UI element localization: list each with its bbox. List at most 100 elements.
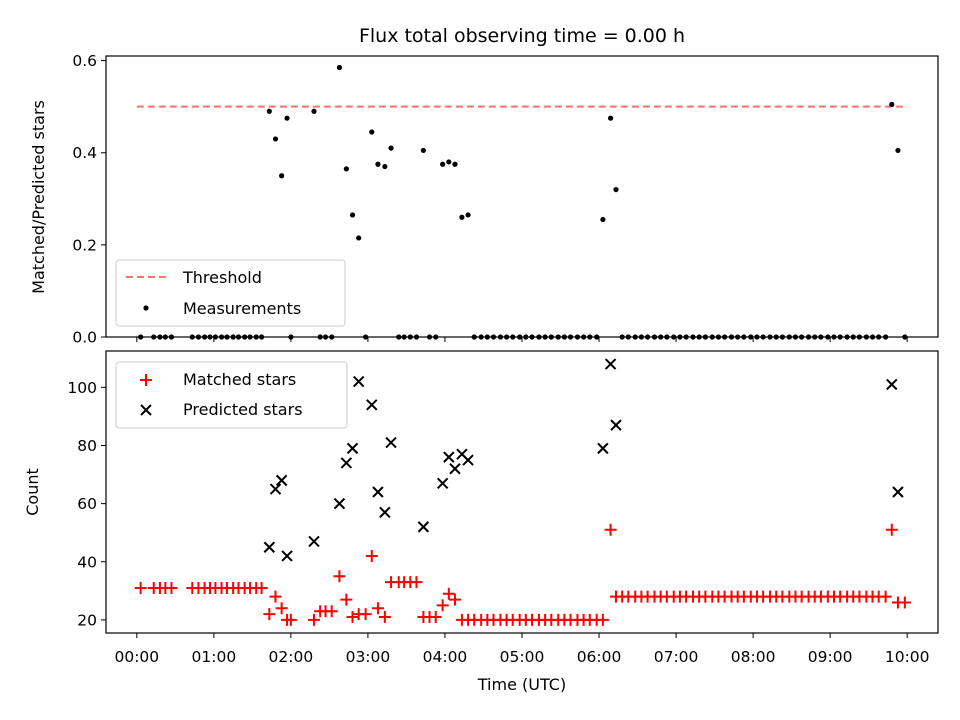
predicted-star-point	[436, 477, 449, 489]
predicted-star-point	[275, 474, 288, 487]
legend-matched-label: Matched stars	[183, 370, 296, 389]
measurement-point	[452, 161, 458, 167]
predicted-star-point	[892, 486, 904, 498]
predicted-star-point	[281, 550, 293, 562]
measurement-point	[336, 64, 343, 71]
matched-star-point	[410, 576, 423, 589]
bottom-x-tick-label: 08:00	[731, 648, 776, 666]
bottom-y-tick-label: 40	[77, 553, 97, 571]
bottom-y-tick-label: 100	[67, 379, 97, 397]
matched-star-point	[325, 605, 338, 618]
measurement-point	[266, 108, 272, 114]
measurement-point	[369, 129, 375, 135]
matched-star-point	[429, 611, 442, 624]
bottom-x-tick-label: 03:00	[346, 648, 391, 666]
measurement-point	[375, 161, 381, 167]
measurement-point	[272, 136, 279, 142]
measurement-point	[349, 212, 356, 218]
matched-star-point	[448, 593, 461, 606]
bottom-y-tick-label: 20	[77, 611, 97, 629]
matched-star-point	[442, 587, 455, 600]
measurement-point	[311, 108, 317, 114]
predicted-star-point	[597, 442, 609, 455]
predicted-star-point	[385, 436, 397, 449]
predicted-star-point	[610, 419, 622, 431]
measurement-point	[600, 216, 606, 223]
predicted-star-point	[308, 535, 320, 548]
measurement-point	[382, 163, 388, 170]
chart-title: Flux total observing time = 0.00 h	[359, 25, 685, 47]
predicted-star-point	[366, 399, 378, 411]
measurement-point	[343, 166, 349, 172]
measurement-point	[279, 173, 285, 179]
matched-star-point	[333, 570, 346, 583]
predicted-star-point	[449, 463, 461, 475]
bottom-y-axis-label: Count	[23, 468, 42, 516]
predicted-star-point	[269, 483, 282, 495]
predicted-star-point	[379, 506, 391, 519]
matched-star-point	[604, 523, 617, 536]
top-y-tick-label: 0.6	[72, 52, 97, 70]
measurement-point	[607, 115, 614, 121]
predicted-star-point	[340, 457, 353, 469]
bottom-x-ticks: 00:00 01:00 02:00 03:00 04:00 05:00 06:00 07:00…	[114, 633, 930, 666]
matched-star-point	[255, 581, 268, 594]
matched-star-point	[898, 596, 911, 609]
bottom-y-tick-label: 80	[77, 437, 97, 455]
bottom-x-tick-label: 09:00	[808, 648, 853, 666]
legend-measurements-label: Measurements	[183, 299, 301, 318]
bottom-legend: Matched stars Predicted stars	[115, 361, 348, 429]
matched-star-point	[359, 608, 372, 621]
matched-star-point	[436, 599, 449, 612]
predicted-star-point	[417, 521, 430, 533]
predicted-star-point	[352, 375, 365, 388]
measurement-point	[388, 145, 394, 151]
bottom-legend-frame	[115, 361, 348, 429]
matched-star-point	[879, 590, 892, 603]
legend-predicted-label: Predicted stars	[183, 400, 303, 419]
top-y-ticks: 0.0 0.2 0.4 0.6	[72, 52, 106, 347]
measurement-point	[895, 147, 901, 154]
bottom-x-tick-label: 04:00	[423, 648, 468, 666]
bottom-y-ticks: 20 40 60 80 100	[67, 379, 106, 629]
predicted-star-point	[372, 486, 384, 498]
matched-star-point	[269, 590, 282, 603]
matched-star-point	[371, 602, 384, 615]
matched-star-point	[284, 613, 297, 626]
legend-measurements-swatch	[143, 305, 149, 311]
measurement-point	[459, 214, 465, 220]
top-y-tick-label: 0.0	[72, 329, 97, 347]
predicted-star-point	[333, 497, 346, 510]
matched-star-point	[365, 549, 378, 562]
bottom-x-tick-label: 10:00	[885, 648, 930, 666]
predicted-star-point	[462, 454, 474, 466]
predicted-star-point	[263, 541, 276, 553]
matched-star-point	[308, 613, 320, 626]
predicted-star-point	[886, 378, 898, 391]
matched-star-point	[275, 602, 288, 615]
matched-star-point	[134, 581, 147, 594]
measurement-point	[420, 147, 426, 154]
measurement-point	[446, 159, 452, 165]
matched-star-point	[378, 611, 391, 624]
top-x-ticks	[136, 337, 908, 342]
legend-predicted-swatch	[140, 404, 152, 416]
measurement-point	[356, 235, 362, 241]
legend-threshold-label: Threshold	[182, 268, 262, 287]
bottom-y-tick-label: 60	[77, 495, 97, 513]
measurement-point	[440, 161, 446, 167]
bottom-x-tick-label: 01:00	[192, 648, 237, 666]
matched-star-point	[596, 613, 609, 626]
bottom-x-tick-label: 06:00	[577, 648, 622, 666]
top-legend: Threshold Measurements	[115, 259, 346, 327]
measurement-point	[889, 101, 895, 107]
top-y-tick-label: 0.2	[72, 236, 97, 254]
matched-star-point	[885, 523, 898, 536]
top-y-tick-label: 0.4	[72, 144, 97, 162]
matched-star-point	[346, 611, 359, 624]
bottom-x-tick-label: 02:00	[269, 648, 314, 666]
legend-matched-swatch	[140, 374, 152, 386]
matched-star-point	[340, 593, 353, 606]
